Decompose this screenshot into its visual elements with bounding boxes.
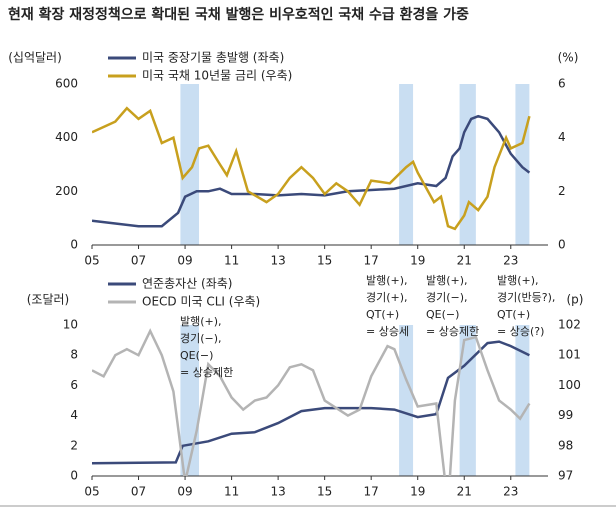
annotation: 경기(반등?), [497,291,555,304]
x-tick-label: 11 [224,485,239,499]
x-tick-label: 19 [410,254,425,268]
x-tick-label: 05 [84,254,99,268]
x-tick-label: 09 [177,254,192,268]
y2-axis-label: (p) [567,293,584,307]
y-axis-label: (십억달러) [8,51,62,65]
y-tick-label: 2 [70,438,78,452]
x-tick-label: 05 [84,485,99,499]
highlight-band [459,325,476,476]
y2-tick-label: 97 [558,469,573,483]
y-tick-label: 0 [70,238,78,252]
y-tick-label: 600 [55,77,78,91]
annotation: = 상승세 [366,325,409,338]
annotation: QE(−) [426,308,459,321]
x-tick-label: 17 [364,485,379,499]
annotation: 발행(+), [426,274,468,287]
highlight-band [459,84,476,245]
annotation: = 상승제한 [426,325,479,338]
y-tick-label: 10 [63,318,78,332]
y2-tick-label: 98 [558,438,573,452]
x-tick-label: 21 [457,254,472,268]
y2-tick-label: 99 [558,408,573,422]
x-tick-label: 17 [364,254,379,268]
series-line [92,114,531,228]
y-tick-label: 4 [70,408,78,422]
y-tick-label: 200 [55,184,78,198]
y-tick-label: 6 [70,378,78,392]
annotation: 경기(+), [366,291,408,304]
y2-tick-label: 6 [558,77,566,91]
x-tick-label: 23 [503,485,518,499]
highlight-band [515,325,530,476]
y-tick-label: 8 [70,348,78,362]
series-line [92,340,530,465]
x-tick-label: 15 [317,485,332,499]
y2-tick-label: 100 [558,378,581,392]
annotation: QE(−) [180,349,213,362]
x-tick-label: 07 [131,485,146,499]
y2-tick-label: 4 [558,130,566,144]
y2-axis-label: (%) [558,51,579,65]
annotation: = 상승(?) [497,325,544,338]
annotation: QT(+) [366,308,399,321]
x-tick-label: 23 [503,254,518,268]
series-line [92,106,531,231]
legend-label: 연준총자산 (좌축) [142,277,232,291]
annotation: = 상승제한 [180,366,233,379]
y2-tick-label: 102 [558,318,581,332]
annotation: QT(+) [497,308,530,321]
highlight-band [515,84,530,245]
highlight-band [180,84,200,245]
legend-label: 미국 중장기물 총발행 (좌축) [142,50,284,65]
x-tick-label: 21 [457,485,472,499]
annotation: 경기(−), [426,291,468,304]
y2-tick-label: 0 [558,238,566,252]
x-tick-label: 07 [131,254,146,268]
highlight-band [399,325,414,476]
annotation: 발행(+), [366,274,408,287]
annotation: 발행(+), [497,274,539,287]
x-tick-label: 09 [177,485,192,499]
annotation: 경기(−), [180,332,222,345]
y-axis-label: (조달러) [27,293,69,307]
highlight-band [180,325,200,476]
chart-title: 현재 확장 재정정책으로 확대된 국채 발행은 비우호적인 국채 수급 환경을 … [8,6,469,23]
y-tick-label: 0 [70,469,78,483]
y2-tick-label: 2 [558,184,566,198]
x-tick-label: 13 [270,485,285,499]
series-line [92,328,531,476]
x-tick-label: 11 [224,254,239,268]
highlight-band [399,84,414,245]
annotation: 발행(+), [180,315,222,328]
x-tick-label: 19 [410,485,425,499]
y-tick-label: 400 [55,130,78,144]
y2-tick-label: 101 [558,348,581,362]
x-tick-label: 13 [270,254,285,268]
x-tick-label: 15 [317,254,332,268]
legend-label: OECD 미국 CLI (우축) [142,295,260,309]
legend-label: 미국 국채 10년물 금리 (우축) [142,69,292,83]
